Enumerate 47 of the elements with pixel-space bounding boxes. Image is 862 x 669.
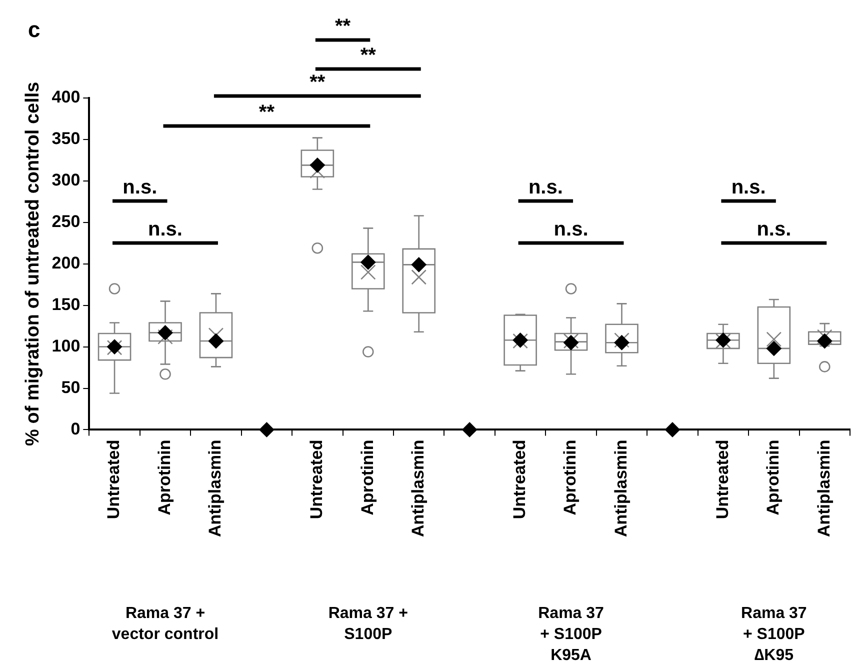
annotation: n.s. — [554, 218, 588, 241]
annotation: n.s. — [731, 176, 766, 199]
point — [462, 422, 478, 438]
point — [310, 158, 325, 173]
text: Rama 37 + S100P K95A — [538, 605, 604, 664]
x-tick-label: Antiplasmin — [611, 440, 630, 538]
x-tick-label: Aprotinin — [560, 440, 580, 516]
x-tick-label: Untreated — [712, 440, 732, 520]
x-tick-label: Aprotinin — [358, 440, 377, 516]
point — [817, 333, 832, 348]
text: ** — [360, 44, 376, 67]
x-tick-label: Untreated — [307, 440, 326, 520]
x-tick-label: Antiplasmin — [814, 440, 834, 538]
point — [360, 254, 376, 270]
text: Rama 37 + vector control — [112, 605, 219, 644]
y-tick-label: 0 — [70, 419, 80, 438]
y-tick-label: 350 — [52, 129, 80, 148]
text: Rama 37 + S100P ∆K95 — [741, 605, 807, 664]
annotation: n.s. — [148, 218, 182, 241]
y-axis-title: % of migration of untreated control cells — [22, 82, 44, 446]
text: Rama 37 + S100P — [328, 605, 408, 644]
point — [158, 325, 173, 340]
y-tick-label: 200 — [52, 254, 80, 273]
x-tick-label: Aprotinin — [154, 440, 174, 516]
point — [259, 422, 274, 438]
y-tick-label: 300 — [52, 170, 80, 190]
x-tick-label: Antiplasmin — [206, 440, 225, 538]
x-tick-label: Aprotinin — [764, 440, 783, 516]
point — [208, 333, 224, 348]
x-tick-label: Untreated — [510, 440, 529, 520]
annotation: n.s. — [122, 176, 158, 199]
x-tick-label: Untreated — [104, 440, 124, 520]
text: ** — [334, 16, 351, 38]
y-tick-label: 400 — [52, 88, 80, 107]
annotation: n.s. — [756, 218, 792, 241]
point — [411, 257, 426, 272]
y-tick-label: 100 — [52, 336, 80, 356]
y-tick-label: 50 — [61, 378, 80, 397]
annotation: n.s. — [528, 176, 563, 199]
point — [664, 422, 680, 438]
x-tick-label: Antiplasmin — [408, 440, 428, 538]
text: ** — [310, 72, 326, 94]
y-tick-label: 150 — [52, 295, 80, 314]
chart-title: c — [28, 17, 40, 42]
point — [766, 340, 782, 356]
y-tick-label: 250 — [52, 212, 80, 232]
annotation: ** — [258, 102, 275, 124]
